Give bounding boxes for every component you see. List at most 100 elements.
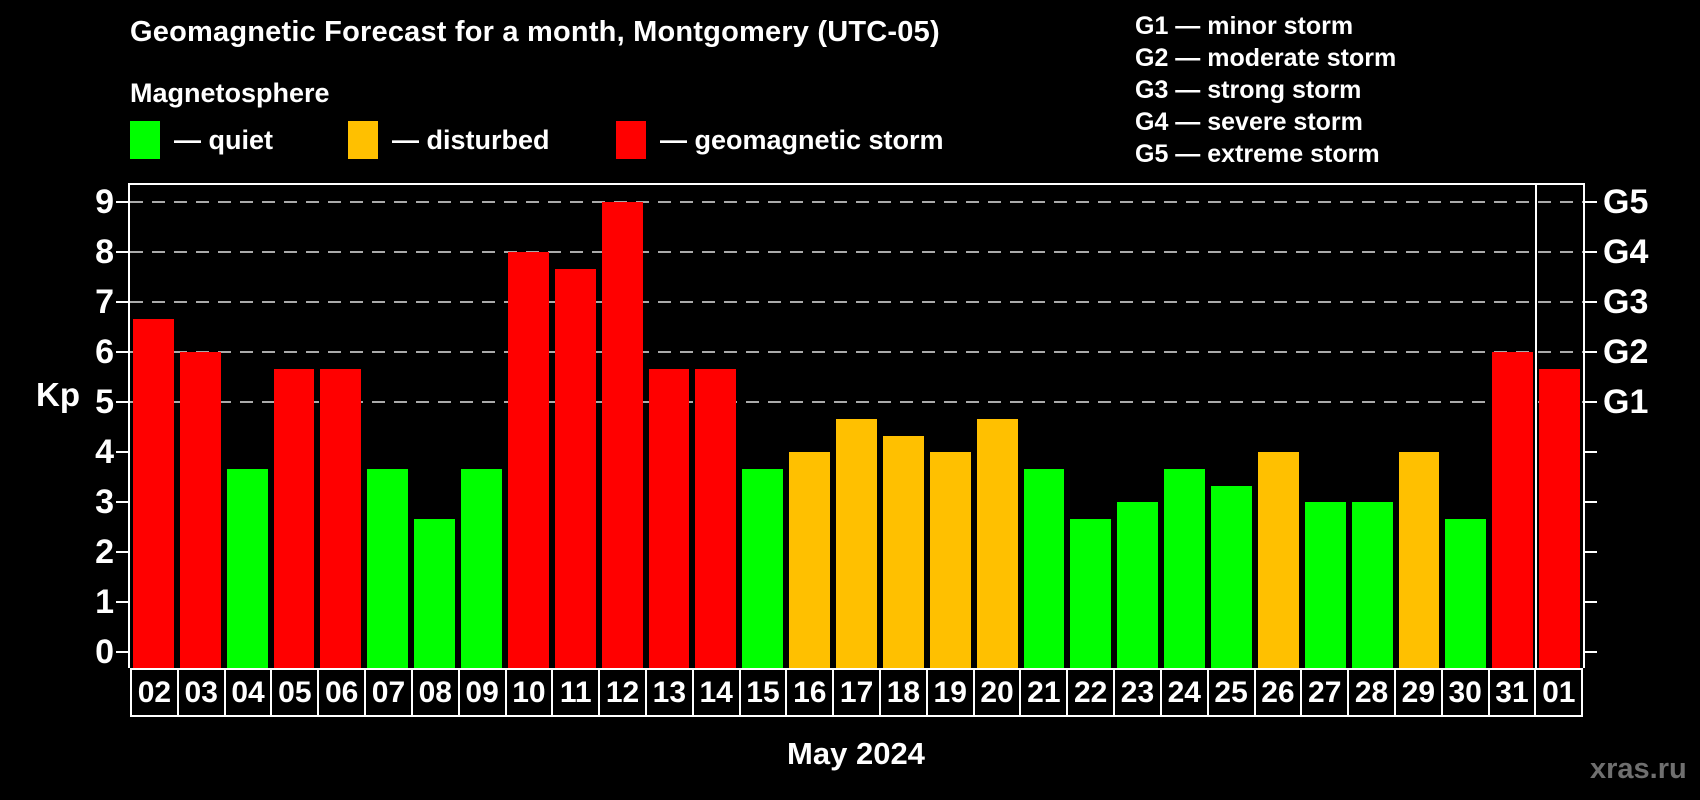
bar-day-28 bbox=[1351, 502, 1393, 668]
y-tick-right-3 bbox=[1585, 501, 1597, 503]
bar-day-26 bbox=[1257, 452, 1299, 668]
bar-day-03 bbox=[179, 352, 221, 668]
plot-frame-right bbox=[1583, 183, 1585, 668]
day-label-11: 11 bbox=[551, 668, 601, 717]
day-label-09: 09 bbox=[457, 668, 507, 717]
chart-title: Geomagnetic Forecast for a month, Montgo… bbox=[130, 16, 940, 48]
plot-frame-top bbox=[128, 183, 1585, 185]
day-label-31: 31 bbox=[1487, 668, 1537, 717]
bar-day-13 bbox=[648, 368, 690, 668]
bar-day-16 bbox=[789, 452, 831, 668]
bar-day-11 bbox=[554, 268, 596, 668]
x-axis-day-labels: 02 03 04 05 06 07 08 09 10 11 12 13 14 15 16 17 18 19 20 21… bbox=[130, 668, 1584, 717]
gridline-g2 bbox=[130, 351, 1583, 353]
y-tick-right-2 bbox=[1585, 551, 1597, 553]
day-label-28: 28 bbox=[1347, 668, 1396, 717]
legend-item-quiet: — quiet bbox=[130, 120, 273, 160]
bar-day-29 bbox=[1398, 452, 1440, 668]
watermark: xras.ru bbox=[1590, 753, 1687, 785]
bar-day-07 bbox=[367, 468, 409, 668]
y-tick-label-4: 4 bbox=[95, 433, 114, 471]
y-tick-left-4 bbox=[116, 451, 128, 453]
day-label-25: 25 bbox=[1206, 668, 1256, 717]
day-label-06: 06 bbox=[317, 668, 367, 717]
day-label-26: 26 bbox=[1253, 668, 1303, 717]
day-label-20: 20 bbox=[972, 668, 1022, 717]
y-tick-label-9: 9 bbox=[95, 183, 114, 221]
bar-day-31 bbox=[1492, 352, 1534, 668]
y-tick-left-2 bbox=[116, 551, 128, 553]
bar-day-25 bbox=[1211, 485, 1252, 668]
y-tick-left-7 bbox=[116, 301, 128, 303]
bar-day-18 bbox=[882, 435, 924, 668]
day-label-27: 27 bbox=[1300, 668, 1350, 717]
day-label-01: 01 bbox=[1534, 668, 1584, 717]
g-scale-legend: G1 — minor storm G2 — moderate storm G3 … bbox=[1135, 10, 1396, 170]
day-label-10: 10 bbox=[504, 668, 554, 717]
bar-day-15 bbox=[742, 468, 784, 668]
bar-day-17 bbox=[836, 418, 877, 668]
y-tick-left-8 bbox=[116, 251, 128, 253]
y-tick-right-6 bbox=[1585, 351, 1597, 353]
g2-legend-line: G2 — moderate storm bbox=[1135, 44, 1397, 72]
legend-item-storm: — geomagnetic storm bbox=[616, 120, 944, 160]
bar-day-06 bbox=[320, 368, 362, 668]
day-label-22: 22 bbox=[1066, 668, 1116, 717]
y-tick-label-0: 0 bbox=[95, 633, 114, 671]
month-boundary-line bbox=[1535, 185, 1538, 668]
legend-item-disturbed: — disturbed bbox=[348, 120, 550, 160]
y-tick-left-0 bbox=[116, 651, 128, 653]
disturbed-color-swatch bbox=[348, 121, 378, 159]
day-label-16: 16 bbox=[785, 668, 835, 717]
y-tick-right-1 bbox=[1585, 601, 1597, 603]
bar-day-23 bbox=[1117, 502, 1159, 668]
chart-subtitle: Magnetosphere bbox=[130, 78, 330, 108]
gridline-g3 bbox=[130, 301, 1583, 303]
bar-day-08 bbox=[414, 518, 456, 668]
plot-frame-left bbox=[128, 183, 130, 668]
y-tick-label-1: 1 bbox=[95, 583, 114, 621]
g-scale-label-g4: G4 bbox=[1603, 233, 1649, 271]
bar-day-01 bbox=[1539, 368, 1580, 668]
bar-day-09 bbox=[461, 468, 502, 668]
gridline-g1 bbox=[130, 401, 1583, 403]
y-axis-title-kp: Kp bbox=[36, 376, 80, 413]
y-tick-label-5: 5 bbox=[95, 383, 114, 421]
day-label-15: 15 bbox=[738, 668, 788, 717]
day-label-02: 02 bbox=[130, 668, 179, 717]
bar-day-19 bbox=[929, 452, 971, 668]
g3-legend-line: G3 — strong storm bbox=[1135, 76, 1362, 104]
bar-day-27 bbox=[1304, 502, 1346, 668]
day-label-03: 03 bbox=[176, 668, 226, 717]
day-label-18: 18 bbox=[879, 668, 928, 717]
day-label-12: 12 bbox=[598, 668, 647, 717]
y-tick-right-9 bbox=[1585, 201, 1597, 203]
day-label-05: 05 bbox=[270, 668, 320, 717]
y-tick-right-5 bbox=[1585, 401, 1597, 403]
day-label-13: 13 bbox=[644, 668, 694, 717]
y-tick-label-2: 2 bbox=[95, 533, 114, 571]
y-tick-label-8: 8 bbox=[95, 233, 114, 271]
y-tick-label-6: 6 bbox=[95, 333, 114, 371]
y-tick-right-0 bbox=[1585, 651, 1597, 653]
y-tick-left-6 bbox=[116, 351, 128, 353]
day-label-23: 23 bbox=[1113, 668, 1162, 717]
bar-day-22 bbox=[1070, 518, 1112, 668]
storm-color-swatch bbox=[616, 121, 646, 159]
day-label-04: 04 bbox=[223, 668, 273, 717]
g-scale-label-g1: G1 bbox=[1603, 383, 1649, 421]
g-scale-label-g2: G2 bbox=[1603, 333, 1649, 371]
day-label-14: 14 bbox=[691, 668, 741, 717]
bar-day-24 bbox=[1164, 468, 1206, 668]
bar-day-20 bbox=[976, 418, 1018, 668]
x-axis-title-month: May 2024 bbox=[787, 736, 925, 771]
bar-day-30 bbox=[1445, 518, 1487, 668]
g-scale-label-g5: G5 bbox=[1603, 183, 1649, 221]
y-tick-right-4 bbox=[1585, 451, 1597, 453]
y-tick-label-3: 3 bbox=[95, 483, 114, 521]
bar-day-12 bbox=[601, 202, 643, 668]
day-label-08: 08 bbox=[410, 668, 460, 717]
bar-day-21 bbox=[1023, 468, 1065, 668]
day-label-21: 21 bbox=[1019, 668, 1069, 717]
gridline-g5 bbox=[130, 201, 1583, 203]
